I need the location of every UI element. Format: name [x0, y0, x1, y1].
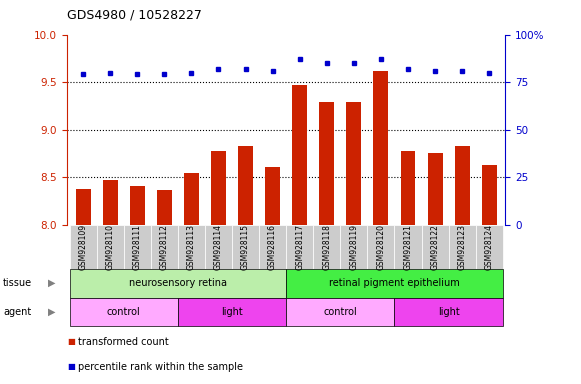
Text: GSM928119: GSM928119 [349, 224, 358, 270]
Bar [130, 186, 145, 225]
Text: percentile rank within the sample: percentile rank within the sample [78, 362, 243, 372]
Text: ▶: ▶ [48, 307, 55, 317]
Text: GSM928112: GSM928112 [160, 224, 169, 270]
Bar [103, 180, 117, 225]
Text: neurosensory retina: neurosensory retina [129, 278, 227, 288]
Text: GSM928109: GSM928109 [78, 223, 88, 270]
Text: control: control [107, 307, 141, 317]
Text: ▶: ▶ [48, 278, 55, 288]
Text: GSM928117: GSM928117 [295, 224, 304, 270]
Text: GSM928118: GSM928118 [322, 224, 331, 270]
Bar [374, 71, 388, 225]
Text: GSM928122: GSM928122 [431, 224, 440, 270]
Text: GSM928114: GSM928114 [214, 224, 223, 270]
Text: GSM928111: GSM928111 [132, 224, 142, 270]
Bar [482, 165, 497, 225]
Text: GSM928115: GSM928115 [241, 224, 250, 270]
Text: GDS4980 / 10528227: GDS4980 / 10528227 [67, 8, 202, 21]
Text: GSM928120: GSM928120 [376, 224, 385, 270]
Text: GSM928123: GSM928123 [458, 224, 467, 270]
Text: transformed count: transformed count [78, 337, 169, 347]
Text: ■: ■ [67, 337, 75, 346]
Bar [211, 151, 226, 225]
Text: light: light [221, 307, 243, 317]
Text: light: light [437, 307, 460, 317]
Bar [428, 153, 443, 225]
Text: GSM928113: GSM928113 [187, 224, 196, 270]
Text: agent: agent [3, 307, 31, 317]
Bar [265, 167, 280, 225]
Bar [455, 146, 469, 225]
Bar [76, 189, 91, 225]
Bar [157, 190, 172, 225]
Bar [238, 146, 253, 225]
Bar [292, 85, 307, 225]
Bar [320, 102, 334, 225]
Text: GSM928121: GSM928121 [403, 224, 413, 270]
Bar [400, 151, 415, 225]
Text: retinal pigment epithelium: retinal pigment epithelium [329, 278, 460, 288]
Text: GSM928110: GSM928110 [106, 224, 114, 270]
Bar [346, 102, 361, 225]
Text: tissue: tissue [3, 278, 32, 288]
Text: control: control [324, 307, 357, 317]
Text: ■: ■ [67, 362, 75, 371]
Text: GSM928116: GSM928116 [268, 224, 277, 270]
Text: GSM928124: GSM928124 [485, 224, 494, 270]
Bar [184, 173, 199, 225]
